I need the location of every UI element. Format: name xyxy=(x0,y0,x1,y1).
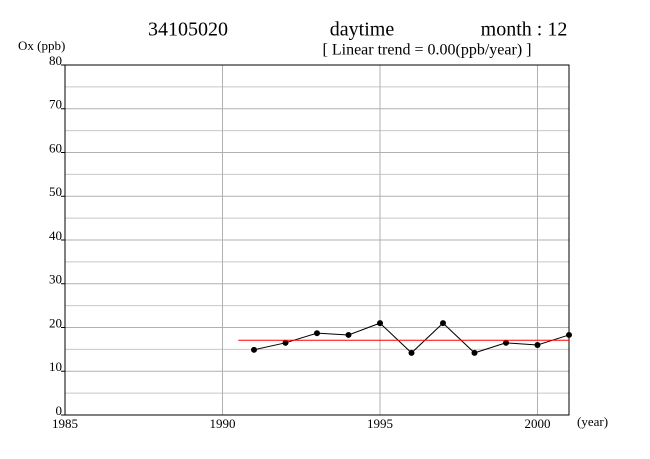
data-point xyxy=(377,320,383,327)
data-point xyxy=(503,339,509,346)
y-tick-label: 70 xyxy=(49,97,62,112)
period: daytime xyxy=(330,19,395,41)
x-tick-label: 1985 xyxy=(52,416,78,431)
plot-frame xyxy=(64,64,570,416)
data-point xyxy=(471,349,478,356)
y-axis-label: Ox (ppb) xyxy=(18,38,65,53)
x-tick-label: 1995 xyxy=(367,416,393,431)
data-point xyxy=(251,346,257,353)
y-tick-label: 50 xyxy=(49,184,62,199)
station-code: 34105020 xyxy=(148,19,228,41)
data-point xyxy=(440,320,446,327)
y-tick-label: 80 xyxy=(49,53,62,68)
y-tick-label: 30 xyxy=(49,272,62,287)
subtitle: [ Linear trend = 0.00(ppb/year) ] xyxy=(323,42,532,59)
x-tick-label: 1990 xyxy=(210,416,236,431)
x-axis-label: (year) xyxy=(577,414,608,429)
y-tick-label: 0 xyxy=(56,403,63,418)
data-point xyxy=(566,331,572,338)
y-tick-label: 10 xyxy=(49,359,62,374)
x-tick-label: 2000 xyxy=(525,416,551,431)
y-tick-label: 20 xyxy=(49,315,62,330)
data-point xyxy=(408,349,415,356)
data-point xyxy=(314,330,320,337)
data-point xyxy=(534,342,541,348)
month: month : 12 xyxy=(481,19,568,41)
data-point xyxy=(282,339,289,346)
y-tick-label: 60 xyxy=(49,140,62,155)
y-tick-label: 40 xyxy=(49,228,62,243)
data-point xyxy=(345,331,352,338)
